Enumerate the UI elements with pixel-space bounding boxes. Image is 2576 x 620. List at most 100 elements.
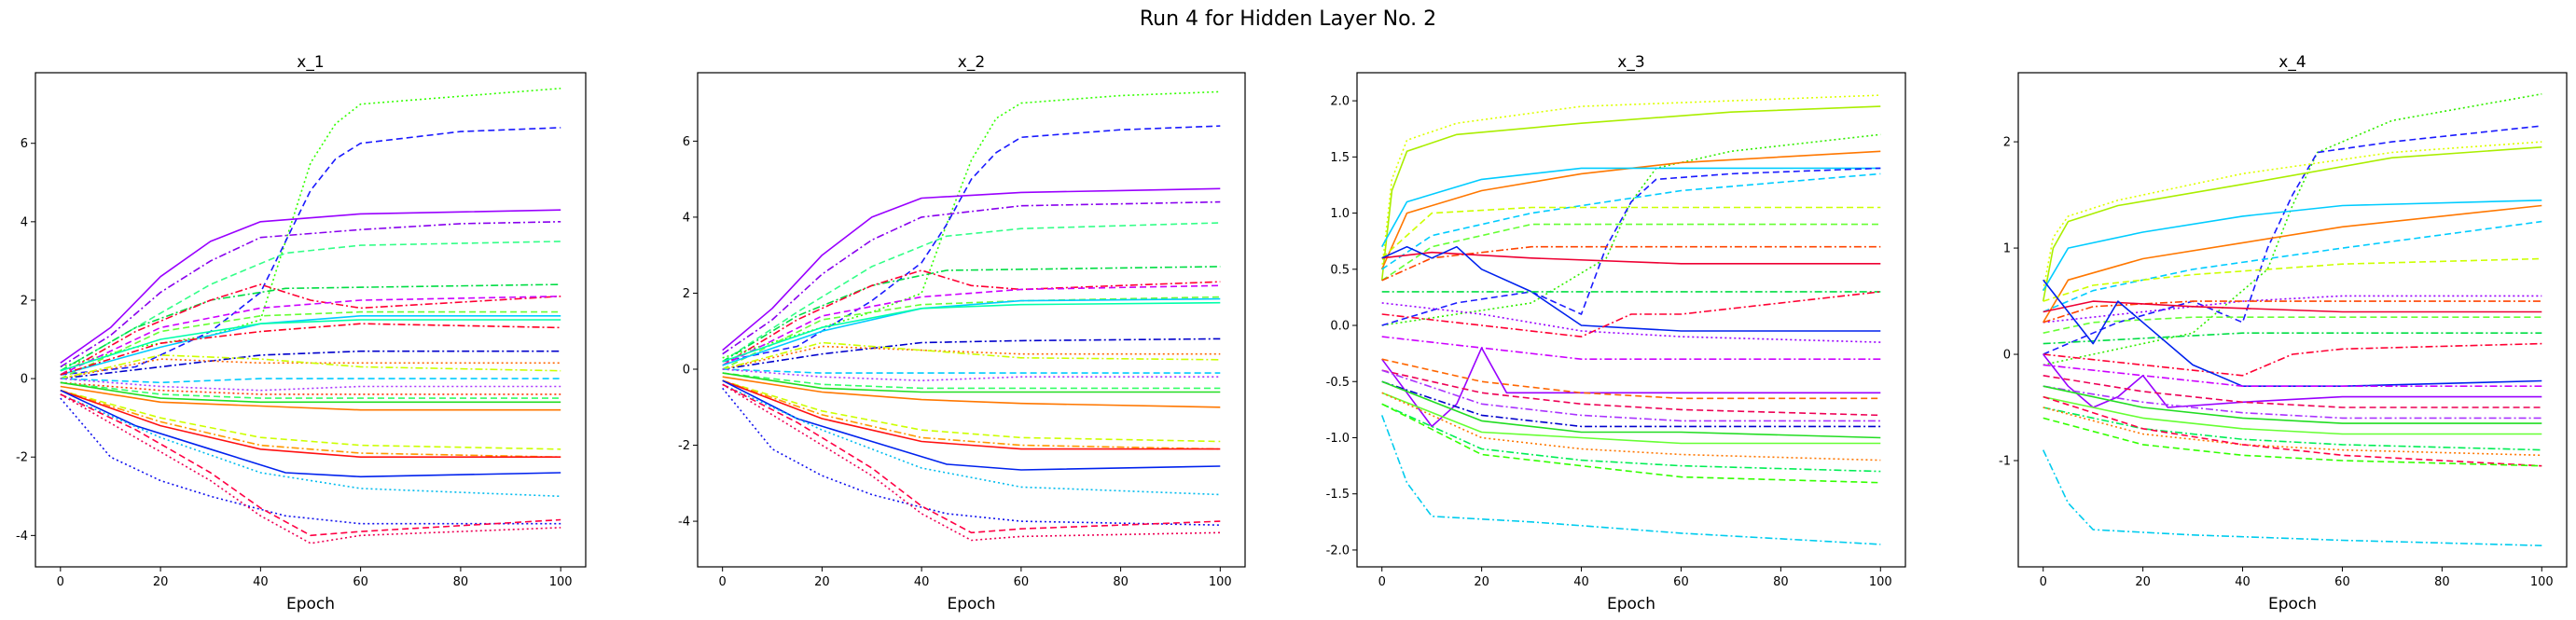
series-line-25 (722, 383, 1221, 534)
series-line-17 (2043, 375, 2542, 408)
x-tick-label: 0 (57, 575, 64, 589)
y-tick-label: 2 (21, 294, 28, 308)
series-line-1 (60, 127, 561, 376)
series-line-7 (2043, 257, 2542, 302)
series-line-24 (2043, 417, 2542, 467)
x-tick-label: 60 (353, 575, 368, 589)
series-line-1 (1380, 105, 1881, 281)
series-line-7 (60, 296, 561, 376)
x-tick-label: 60 (1014, 575, 1030, 589)
series-line-23 (60, 389, 561, 458)
x-tick-label: 40 (1573, 575, 1589, 589)
series-line-14 (722, 368, 1221, 374)
series-line-18 (722, 376, 1221, 408)
series-line-6 (1381, 172, 1881, 270)
series-line-21 (722, 379, 1221, 450)
series-line-0 (722, 90, 1221, 359)
x-tick-label: 20 (2135, 575, 2151, 589)
series-line-19 (60, 381, 561, 404)
series-line-19 (722, 379, 1221, 443)
series-line-18 (60, 381, 561, 399)
series-line-3 (1380, 150, 1881, 270)
series-line-17 (722, 372, 1221, 393)
series-line-21 (2043, 406, 2542, 451)
series-line-10 (60, 319, 561, 372)
x-axis-label: Epoch (286, 595, 335, 613)
series-line-2 (60, 209, 561, 364)
series-line-20 (2043, 395, 2542, 435)
y-tick-label: -1 (1999, 455, 2011, 469)
x-tick-label: 100 (1209, 575, 1232, 589)
series-line-24 (1381, 403, 1881, 473)
series-line-25 (1381, 403, 1881, 484)
subplot-title: x_4 (2278, 53, 2306, 72)
series-line-10 (1381, 251, 1881, 265)
series-line-16 (60, 378, 561, 392)
x-tick-label: 100 (1869, 575, 1892, 589)
y-tick-label: -4 (16, 530, 28, 544)
series-line-15 (1381, 336, 1881, 360)
y-tick-label: 0 (2003, 349, 2011, 363)
series-line-23 (2043, 395, 2542, 467)
series-line-2 (2042, 141, 2542, 291)
series-line-12 (722, 345, 1221, 370)
series-line-7 (722, 284, 1221, 366)
x-tick-label: 80 (1113, 575, 1129, 589)
series-line-16 (1381, 347, 1881, 428)
series-line-0 (60, 88, 561, 368)
series-line-14 (1381, 302, 1881, 343)
series-lines (722, 90, 1221, 542)
series-line-25 (60, 393, 561, 498)
series-line-24 (722, 387, 1221, 526)
y-tick-label: -2.0 (1326, 544, 1350, 558)
series-line-21 (1381, 380, 1881, 439)
series-line-14 (2043, 279, 2542, 387)
y-tick-label: 2 (683, 287, 690, 301)
y-tick-label: 2 (2003, 136, 2011, 150)
x-axis-label: Epoch (947, 595, 995, 613)
y-tick-label: 0 (21, 373, 28, 387)
axis-ticks: 0 20 40 60 80 100 -2.0 -1.5 -1.0 -0.5 0.0 0.5 1.0 1.5… (1326, 95, 1892, 589)
axes-frame (2017, 72, 2568, 568)
y-tick-label: -4 (678, 516, 690, 530)
series-line-4 (722, 222, 1221, 363)
series-line-14 (60, 354, 561, 379)
series-line-15 (722, 368, 1221, 381)
series-line-3 (722, 200, 1221, 355)
series-line-17 (60, 381, 561, 395)
y-tick-label: 6 (683, 135, 690, 149)
series-line-22 (60, 389, 561, 458)
series-line-16 (722, 372, 1221, 390)
x-tick-label: 20 (1474, 575, 1489, 589)
series-line-3 (60, 221, 561, 368)
x-tick-label: 0 (2040, 575, 2047, 589)
series-line-20 (1381, 380, 1881, 428)
series-line-15 (60, 378, 561, 384)
series-line-23 (722, 383, 1221, 496)
series-line-4 (1381, 167, 1881, 248)
series-line-19 (1381, 369, 1881, 422)
axis-ticks: 0 20 40 60 80 100 -4 -2 0 2 4 6 (16, 137, 573, 589)
series-line-18 (2043, 385, 2542, 420)
series-line-10 (2043, 300, 2542, 313)
series-line-13 (722, 341, 1221, 370)
series-line-11 (2043, 316, 2542, 334)
series-line-13 (2043, 342, 2542, 377)
series-line-8 (722, 296, 1221, 370)
subplot-x1: x_1 0 20 40 60 80 100 -4 -2 0 2 4 6 Epoch (16, 53, 587, 613)
series-lines (60, 88, 561, 544)
series-line-1 (2043, 125, 2542, 355)
series-line-20 (722, 379, 1221, 450)
subplot-x4: x_4 0 20 40 60 80 100 -1 0 1 2 Epoch (1999, 53, 2568, 613)
axes-frame (1356, 72, 1906, 568)
series-line-7 (1381, 206, 1881, 259)
series-line-4 (2043, 204, 2542, 324)
y-tick-label: 1.5 (1330, 151, 1350, 165)
series-line-26 (1380, 415, 1881, 545)
y-tick-label: -1.0 (1326, 432, 1350, 446)
series-line-2 (722, 187, 1221, 351)
x-tick-label: 0 (1378, 575, 1386, 589)
x-tick-label: 20 (153, 575, 169, 589)
